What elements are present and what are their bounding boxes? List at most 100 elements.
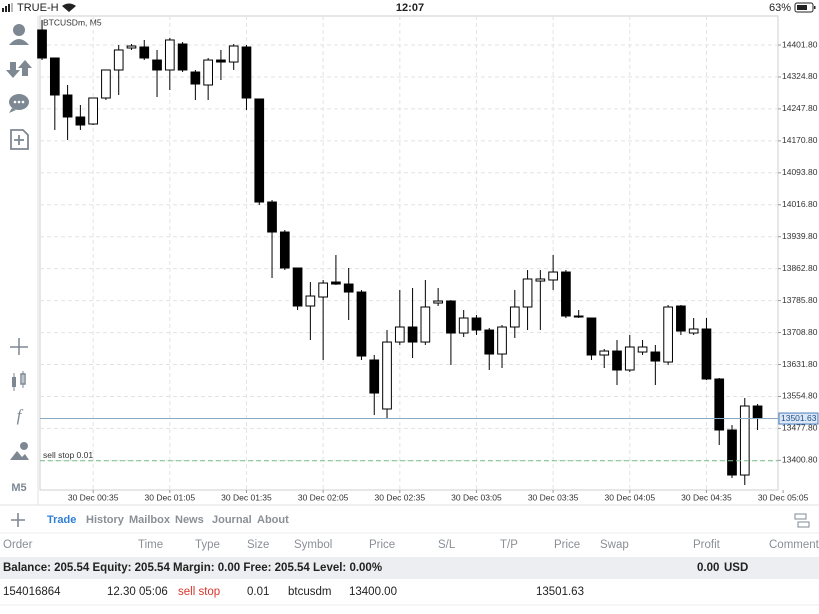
x-tick-label: 30 Dec 04:35 (681, 492, 732, 502)
tab[interactable]: Mailbox (129, 514, 171, 526)
candle-body (446, 300, 456, 334)
candle-body (101, 69, 111, 99)
signal (5, 6, 7, 12)
y-tick-label: 13939.80 (782, 231, 818, 241)
column-header: Symbol (294, 539, 332, 551)
candle-body (254, 98, 265, 203)
layout-icon[interactable] (794, 513, 810, 528)
candle-body (382, 341, 392, 410)
tab[interactable]: History (86, 514, 125, 526)
candle-body (241, 46, 252, 99)
signal (8, 4, 10, 12)
trade-icon[interactable] (6, 60, 32, 78)
candle-body (343, 283, 354, 293)
candle-body (752, 405, 763, 420)
column-header: Swap (600, 539, 629, 551)
table-cell[interactable]: 12.30 05:06 (107, 586, 168, 598)
y-tick-label: 14016.80 (782, 199, 818, 209)
y-tick-label: 14324.80 (782, 71, 818, 81)
y-tick-label: 13862.80 (782, 263, 818, 273)
price-label: 13501.63 (781, 413, 817, 423)
candle-body (561, 271, 571, 317)
candle-body (701, 328, 712, 380)
currency: USD (724, 562, 748, 574)
chart: BTCUSDm, M5 14401.80 14324.80 14247.80 14170… (37, 15, 819, 502)
candle-body (37, 29, 47, 59)
candle-body (152, 59, 162, 71)
tab[interactable]: Journal (212, 514, 252, 526)
column-header: Price (369, 539, 395, 551)
column-header: Comment (769, 539, 819, 551)
candle-body (228, 45, 239, 63)
candle-body (139, 46, 150, 59)
table-cell[interactable]: btcusdm (288, 586, 331, 598)
y-tick-label: 13708.80 (782, 327, 818, 337)
candle-body (548, 271, 558, 281)
candle-body (49, 57, 60, 96)
x-tick-label: 30 Dec 04:05 (604, 492, 655, 502)
x-tick-label: 30 Dec 03:35 (528, 492, 579, 502)
total-profit: 0.00 (697, 562, 719, 574)
candle-body (458, 317, 469, 334)
column-header: Profit (693, 539, 721, 551)
candle-body (433, 300, 443, 304)
column-header: T/P (500, 539, 518, 551)
candle-body (471, 317, 482, 331)
x-tick-label: 30 Dec 01:05 (145, 492, 196, 502)
candle-body (113, 49, 124, 71)
candle-body (216, 59, 226, 63)
chat-icon[interactable] (9, 94, 29, 113)
candle-body (663, 306, 673, 363)
candle-body (75, 116, 86, 126)
timeframe-button[interactable]: M5 (11, 482, 26, 494)
chart-type-icon[interactable] (12, 371, 26, 391)
account-icon[interactable] (9, 24, 29, 45)
crosshair-icon[interactable] (10, 338, 28, 355)
candle-body (267, 201, 277, 233)
candle-body (356, 291, 367, 357)
candle-body (573, 315, 584, 318)
battery (794, 2, 814, 13)
wifi-icon (62, 3, 76, 12)
candle-body (305, 295, 316, 307)
clock: 12:07 (396, 2, 424, 14)
new-order-icon[interactable] (10, 129, 29, 150)
table-cell[interactable]: sell stop (178, 586, 220, 598)
candle-body (522, 278, 533, 308)
tab[interactable]: News (175, 514, 204, 526)
candle-body (688, 328, 699, 334)
plot-area (39, 15, 779, 491)
price-label-box (778, 412, 819, 425)
tab[interactable]: Trade (47, 514, 76, 526)
candle-body (714, 378, 725, 431)
candle-body (331, 281, 341, 285)
objects-icon[interactable] (10, 442, 29, 460)
candle-body (88, 97, 98, 125)
candle-body (599, 350, 610, 356)
candle-body (509, 306, 520, 328)
x-tick-label: 30 Dec 00:35 (68, 492, 119, 502)
candle-body (586, 317, 597, 356)
candle-body (279, 231, 290, 269)
x-tick-label: 30 Dec 03:05 (451, 492, 502, 502)
y-tick-label: 14093.80 (782, 167, 818, 177)
table-cell[interactable]: 0.01 (247, 586, 269, 598)
table-cell[interactable]: 13501.63 (536, 586, 584, 598)
add-button[interactable] (11, 513, 25, 527)
candle-body (164, 39, 175, 71)
candle-body (676, 305, 686, 332)
x-tick-label: 30 Dec 05:05 (758, 492, 809, 502)
tab[interactable]: About (257, 514, 289, 526)
y-tick-label: 13631.80 (782, 359, 818, 369)
column-header: Size (247, 539, 269, 551)
y-tick-label: 13785.80 (782, 295, 818, 305)
column-header: Price (554, 539, 580, 551)
y-tick-label: 14170.80 (782, 135, 818, 145)
candle-body (650, 351, 661, 362)
table-cell[interactable]: 13400.00 (349, 586, 397, 598)
indicator-icon[interactable]: f (17, 406, 24, 425)
column-header: Order (3, 539, 33, 551)
table-cell[interactable]: 154016864 (3, 586, 61, 598)
candle-body (535, 278, 546, 282)
